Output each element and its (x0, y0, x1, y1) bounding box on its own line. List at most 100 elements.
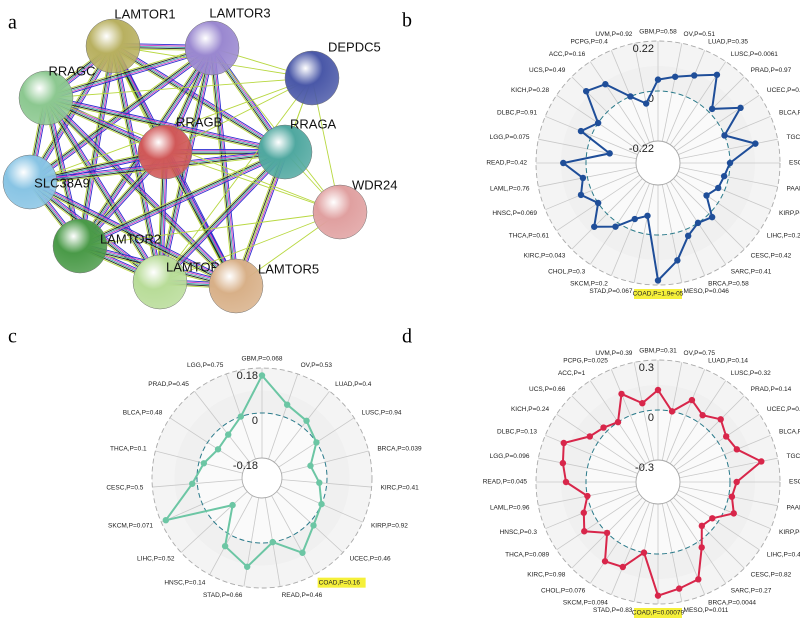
category-label: STAD,P=0.067 (589, 288, 632, 295)
category-label: KIRC,P=0.41 (381, 485, 420, 492)
category-label: LAML,P=0.76 (490, 185, 530, 192)
edge (44, 98, 160, 283)
spoke (666, 369, 706, 462)
category-label: UCS,P=0.66 (529, 386, 566, 393)
panel-label: b (402, 10, 412, 32)
category-label: KIRP,P=0.92 (371, 523, 408, 530)
edge (158, 150, 285, 282)
radar-point (586, 433, 594, 440)
node-label: LAMTOR2 (100, 231, 161, 246)
grid-circle (635, 140, 681, 186)
radar-point (698, 522, 706, 530)
category-label: CESC,P=0.5 (106, 485, 143, 492)
category-label: LGG,P=0.075 (490, 134, 530, 141)
radar-point (726, 159, 734, 167)
radar-point (581, 528, 588, 535)
spoke (679, 485, 778, 507)
category-label: SARC,P=0.41 (731, 269, 772, 276)
radar-point (612, 223, 619, 230)
category-label: GBM,P=0.58 (639, 29, 677, 36)
grid-circle (535, 40, 781, 286)
radar-point (720, 172, 728, 180)
radar-point (694, 219, 702, 227)
node-label: WDR24 (352, 177, 398, 192)
radar-point (722, 433, 730, 440)
grid-circle (196, 412, 328, 544)
spoke (545, 115, 638, 155)
node (184, 20, 240, 76)
category-label: KIRP,P=0.18 (779, 529, 800, 536)
spoke (152, 479, 243, 488)
edge (212, 47, 238, 286)
radar-point (640, 549, 648, 556)
radar-point (698, 544, 705, 551)
panel-label: d (402, 326, 412, 348)
node-label: LAMTOR3 (209, 5, 270, 20)
spoke (268, 373, 299, 460)
r-tick-label: -0.22 (629, 143, 654, 155)
radar-point (313, 439, 320, 446)
radar-point (579, 174, 587, 182)
node (208, 258, 264, 314)
edge (114, 43, 287, 151)
spoke (669, 380, 727, 464)
radar-point (606, 150, 613, 157)
category-label: UVM,P=0.92 (595, 31, 632, 38)
r-tick-label: -0.18 (233, 460, 258, 472)
node (284, 50, 340, 106)
edge (161, 153, 288, 285)
category-label: UCEC,P=0.46 (350, 555, 391, 562)
spoke (281, 450, 369, 474)
edge (235, 77, 313, 287)
radar-point (631, 215, 638, 223)
edge (46, 96, 238, 286)
category-label: ESCA,P=0.37 (789, 160, 800, 167)
category-label: READ,P=0.46 (282, 592, 323, 599)
radar-point (237, 413, 245, 420)
r-tick-label: 0 (648, 93, 654, 105)
category-label: LGG,P=0.096 (490, 453, 530, 460)
edge (214, 47, 240, 286)
radar-point (654, 386, 662, 394)
radar-point (614, 418, 622, 426)
edge (159, 211, 341, 283)
radar-point (674, 257, 681, 264)
radar-point (214, 446, 222, 453)
edge (45, 46, 212, 98)
highlight (317, 577, 366, 588)
radar-point (695, 576, 702, 583)
edge (46, 96, 286, 152)
category-label: LUAD,P=0.35 (708, 39, 748, 46)
category-label: PCPG,P=0.025 (563, 358, 608, 365)
category-label: KICH,P=0.24 (511, 406, 550, 413)
category-label: UCEC,P=0.025 (767, 87, 800, 94)
category-label: LGG,P=0.75 (187, 362, 224, 369)
radar-point (225, 431, 232, 438)
r-tick-label: 0 (648, 412, 654, 424)
radar-point (600, 424, 607, 431)
radar-point (303, 417, 310, 424)
radar-point (584, 492, 591, 500)
node (257, 124, 313, 180)
category-label: ACC,P=1 (558, 370, 586, 377)
category-label: PRAD,P=0.45 (148, 381, 189, 388)
radar-point (618, 390, 625, 398)
radar-point (559, 459, 567, 467)
node (2, 154, 58, 210)
radar-point (594, 199, 602, 207)
radar-point (577, 191, 585, 199)
radar-point (243, 563, 251, 570)
edge (112, 46, 285, 154)
radar-point (730, 510, 737, 517)
radar-point (733, 478, 740, 486)
category-label: THCA,P=0.089 (505, 551, 549, 558)
category-label: CESC,P=0.82 (751, 571, 792, 578)
edge (160, 152, 287, 284)
radar-point (580, 509, 587, 516)
panel-label: c (8, 326, 17, 348)
category-label: STAD,P=0.66 (203, 592, 243, 599)
radar-point (688, 396, 696, 404)
radar-point (699, 412, 706, 419)
edge (159, 151, 286, 283)
category-label: SKCM,P=0.2 (570, 281, 608, 288)
